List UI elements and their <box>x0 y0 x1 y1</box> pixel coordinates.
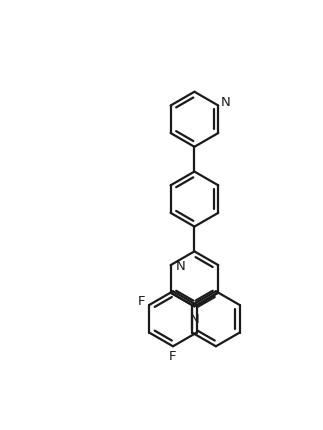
Text: F: F <box>169 349 177 362</box>
Text: N: N <box>221 95 231 108</box>
Text: N: N <box>190 313 199 326</box>
Text: F: F <box>138 295 145 307</box>
Text: N: N <box>175 259 185 272</box>
